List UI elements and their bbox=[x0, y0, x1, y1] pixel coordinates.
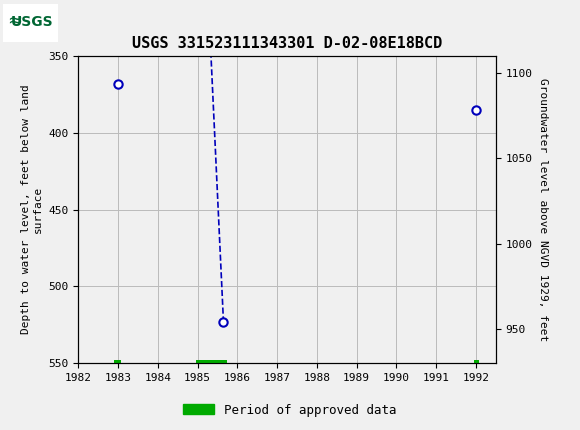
Legend: Period of approved data: Period of approved data bbox=[178, 399, 402, 421]
Bar bbox=[195, 360, 227, 365]
Bar bbox=[474, 360, 479, 365]
Text: ≈: ≈ bbox=[7, 12, 22, 31]
Title: USGS 331523111343301 D-02-08E18BCD: USGS 331523111343301 D-02-08E18BCD bbox=[132, 36, 442, 51]
FancyBboxPatch shape bbox=[3, 3, 58, 42]
Bar bbox=[114, 360, 121, 365]
Y-axis label: Depth to water level, feet below land
surface: Depth to water level, feet below land su… bbox=[21, 85, 43, 335]
Y-axis label: Groundwater level above NGVD 1929, feet: Groundwater level above NGVD 1929, feet bbox=[538, 78, 548, 341]
Text: USGS: USGS bbox=[10, 15, 53, 29]
